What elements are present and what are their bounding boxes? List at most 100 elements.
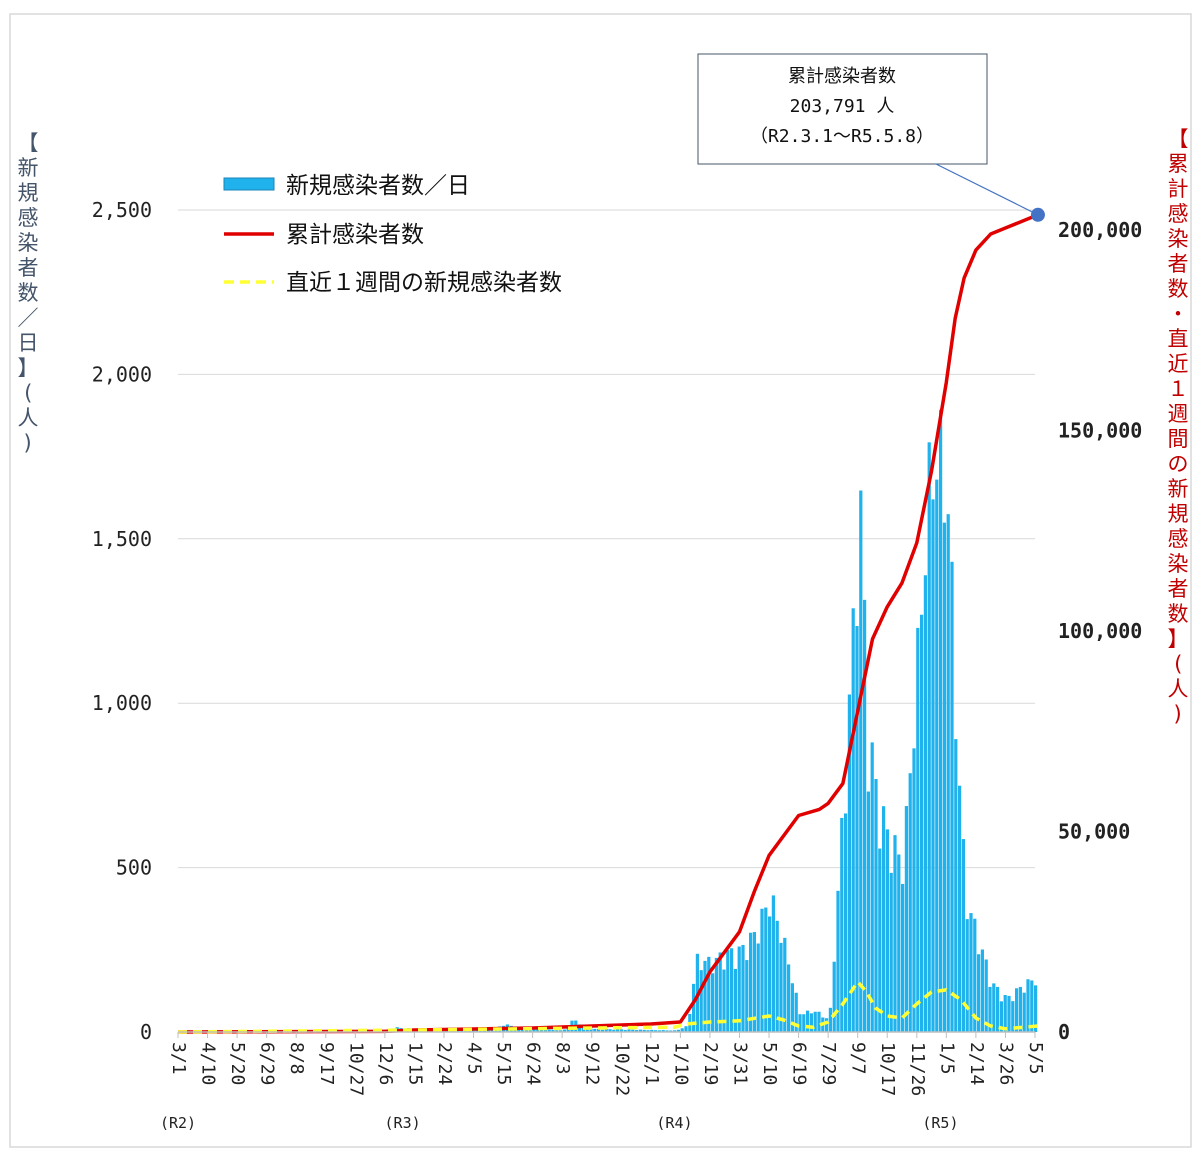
daily-bar — [787, 964, 791, 1032]
daily-bar — [638, 1029, 642, 1032]
daily-bar — [483, 1030, 487, 1032]
x-tick-label: 5/20 — [227, 1042, 248, 1085]
y-right-axis-title-char: 【 — [1168, 127, 1189, 151]
daily-bar — [646, 1030, 650, 1032]
daily-bar — [904, 806, 908, 1032]
legend-label: 累計感染者数 — [286, 222, 424, 248]
y-right-axis-title-char: 染 — [1168, 227, 1189, 251]
daily-bar — [996, 986, 1000, 1032]
x-tick-label: 5/5 — [1025, 1042, 1046, 1075]
annotation-box — [697, 53, 988, 165]
daily-bar — [760, 908, 764, 1032]
daily-bar — [927, 442, 931, 1032]
daily-bar — [783, 937, 787, 1032]
daily-bar — [536, 1028, 540, 1032]
daily-bar — [593, 1028, 597, 1032]
annotation: 累計感染者数 203,791 人 （R2.3.1～R5.5.8） — [697, 53, 1045, 222]
x-tick-label: 9/17 — [316, 1042, 337, 1085]
daily-bar — [669, 1030, 673, 1032]
era-label: (R3) — [385, 1114, 421, 1132]
daily-bar — [680, 1028, 684, 1032]
daily-bar — [935, 479, 939, 1032]
daily-bar — [813, 1011, 817, 1032]
x-tick-label: 3/31 — [729, 1042, 750, 1085]
daily-bar — [741, 944, 745, 1032]
annotation-point — [1030, 207, 1045, 222]
y-right-axis-title-char: ) — [1172, 702, 1185, 726]
daily-bar — [1018, 986, 1022, 1032]
daily-bar — [475, 1030, 479, 1032]
daily-bar — [958, 785, 962, 1032]
daily-bar — [874, 779, 878, 1032]
y-right-tick-label: 200,000 — [1058, 218, 1142, 242]
series-lines — [177, 213, 1039, 1034]
y-left-axis-title-char: 日 — [18, 331, 39, 355]
daily-bar — [547, 1029, 551, 1032]
y-left-tick-label: 0 — [140, 1020, 152, 1044]
daily-bar — [973, 918, 977, 1032]
y-right-tick-label: 150,000 — [1058, 419, 1142, 443]
daily-bar — [969, 913, 973, 1032]
daily-bar — [665, 1030, 669, 1032]
y-left-axis-title-char: 新 — [18, 156, 39, 180]
y-right-tick-label: 100,000 — [1058, 619, 1142, 643]
daily-bar — [676, 1029, 680, 1032]
y-right-axis-title-char: 】 — [1168, 627, 1189, 651]
y-right-axis-title-char: 者 — [1168, 252, 1189, 276]
daily-bar — [733, 968, 737, 1032]
daily-bar — [798, 1014, 802, 1032]
daily-bar — [707, 956, 711, 1032]
x-tick-label: 4/5 — [464, 1042, 485, 1075]
x-tick-label: 3/26 — [995, 1042, 1016, 1085]
daily-bar — [604, 1029, 608, 1032]
daily-bar — [908, 773, 912, 1032]
y-left-axis-title-char: 染 — [18, 231, 39, 255]
daily-bars — [179, 409, 1038, 1032]
y-left-tick-label: 500 — [116, 856, 152, 880]
daily-bar — [965, 919, 969, 1032]
daily-bar — [802, 1014, 806, 1032]
y-right-axis-title-char: の — [1168, 452, 1189, 476]
y-left-axis-title-char: 者 — [18, 256, 39, 280]
y-right-axis-title-char: 規 — [1168, 502, 1189, 526]
daily-bar — [471, 1030, 475, 1032]
daily-bar — [825, 1018, 829, 1032]
x-tick-label: 1/5 — [936, 1042, 957, 1075]
daily-bar — [1007, 995, 1011, 1032]
daily-bar — [559, 1030, 563, 1032]
daily-bar — [790, 983, 794, 1032]
daily-bar — [540, 1028, 544, 1032]
y-left-axis-title-char: ／ — [18, 306, 39, 330]
y-right-axis-title-char: 累 — [1168, 152, 1189, 176]
weekly-line — [177, 980, 1039, 1034]
daily-bar — [920, 614, 924, 1032]
daily-bar — [578, 1024, 582, 1032]
daily-bar — [771, 895, 775, 1032]
x-tick-label: 5/15 — [493, 1042, 514, 1085]
daily-bar — [711, 973, 715, 1032]
daily-bar — [692, 983, 696, 1032]
y-left-tick-label: 1,500 — [92, 527, 152, 551]
annotation-leader — [935, 163, 1039, 216]
daily-bar — [745, 960, 749, 1032]
daily-bar — [661, 1030, 665, 1032]
daily-bar — [817, 1011, 821, 1032]
daily-bar — [467, 1030, 471, 1032]
x-tick-label: 2/24 — [434, 1042, 455, 1085]
daily-bar — [836, 890, 840, 1032]
daily-bar — [490, 1029, 494, 1032]
daily-bar — [942, 522, 946, 1032]
daily-bar — [1011, 1001, 1015, 1032]
daily-bar — [866, 791, 870, 1032]
daily-bar — [555, 1030, 559, 1032]
legend-label: 直近１週間の新規感染者数 — [286, 270, 562, 296]
daily-bar — [456, 1030, 460, 1032]
x-tick-label: 10/27 — [345, 1042, 366, 1096]
y-left-axis-title-char: 感 — [18, 206, 39, 230]
daily-bar — [809, 1013, 813, 1032]
y-left-axis-title-char: 規 — [18, 181, 39, 205]
axes: 0 500 1,000 1,500 2,000 2,500 0 50,000 100,000 15… — [18, 127, 1189, 1132]
daily-bar — [714, 957, 718, 1032]
